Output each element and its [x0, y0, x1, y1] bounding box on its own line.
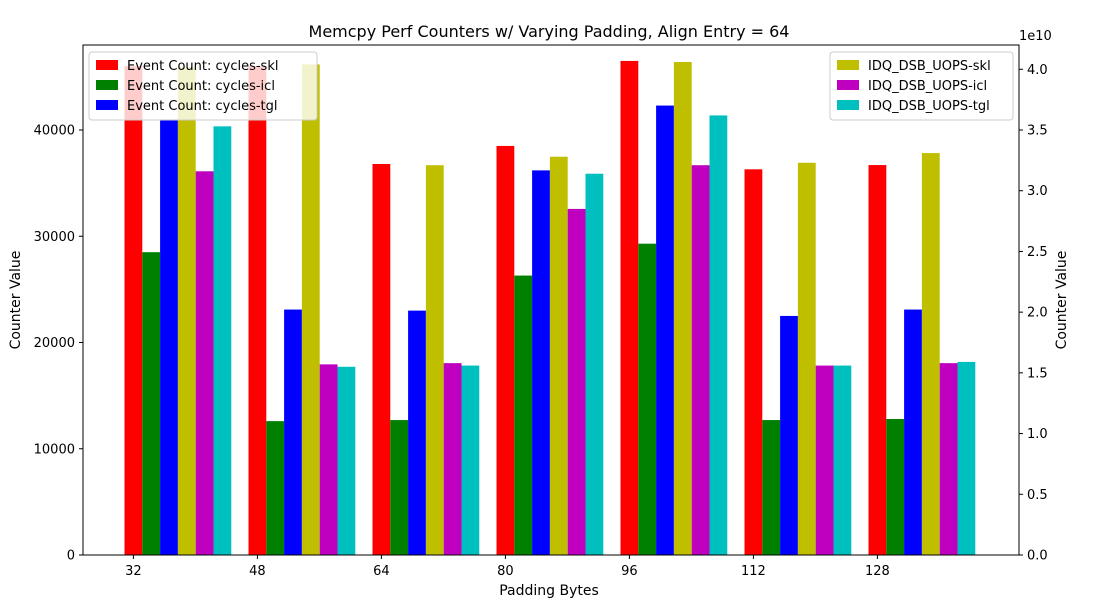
legend-label: Event Count: cycles-tgl — [127, 99, 278, 114]
legend-left: Event Count: cycles-skl Event Count: cycl… — [88, 51, 318, 121]
bar-event-count-cycles-skl-32 — [124, 66, 143, 555]
left-tick-label: 30000 — [34, 230, 75, 245]
bar-idq-dsb-uops-skl-96 — [673, 62, 692, 555]
x-tick-label: 80 — [497, 564, 514, 579]
left-tick-label: 10000 — [34, 442, 75, 457]
bar-event-count-cycles-skl-48 — [248, 66, 267, 555]
bar-event-count-cycles-skl-112 — [744, 169, 763, 555]
bar-event-count-cycles-icl-64 — [390, 420, 409, 555]
bar-event-count-cycles-tgl-112 — [780, 315, 798, 555]
bar-event-count-cycles-tgl-96 — [656, 105, 674, 555]
right-tick-label: 2.0 — [1027, 306, 1048, 321]
bar-idq-dsb-uops-tgl-48 — [337, 366, 356, 555]
bar-event-count-cycles-icl-48 — [266, 421, 285, 555]
y-axis-label-right: Counter Value — [1054, 251, 1070, 350]
bar-idq-dsb-uops-tgl-128 — [957, 361, 976, 555]
right-tick-label: 0.0 — [1027, 549, 1048, 564]
x-tick-label: 48 — [249, 564, 266, 579]
bar-event-count-cycles-skl-96 — [620, 60, 639, 555]
left-tick-label: 20000 — [34, 336, 75, 351]
bar-idq-dsb-uops-tgl-64 — [461, 365, 480, 555]
bar-idq-dsb-uops-icl-128 — [939, 363, 958, 555]
legend-swatch — [96, 100, 118, 110]
right-tick-label: 4.0 — [1027, 63, 1048, 78]
bar-event-count-cycles-icl-32 — [142, 252, 161, 555]
legend-swatch — [837, 60, 859, 70]
x-tick-label: 96 — [621, 564, 638, 579]
bar-idq-dsb-uops-icl-64 — [443, 363, 462, 555]
x-tick-label: 128 — [865, 564, 890, 579]
left-axis-bars — [124, 60, 922, 555]
left-axis: 0 10000 20000 30000 40000 — [34, 124, 83, 564]
x-tick-label: 32 — [125, 564, 142, 579]
y-axis-label-left: Counter Value — [8, 251, 24, 350]
right-tick-label: 3.5 — [1027, 124, 1048, 139]
right-tick-label: 1.5 — [1027, 366, 1048, 381]
bar-idq-dsb-uops-tgl-32 — [213, 126, 232, 555]
bar-idq-dsb-uops-icl-80 — [567, 208, 586, 555]
legend-swatch — [837, 80, 859, 90]
x-axis-label: Padding Bytes — [499, 583, 599, 599]
bar-idq-dsb-uops-skl-48 — [301, 64, 320, 555]
right-tick-label: 0.5 — [1027, 488, 1048, 503]
bar-idq-dsb-uops-tgl-112 — [833, 365, 852, 555]
right-tick-label: 2.5 — [1027, 245, 1048, 260]
bar-event-count-cycles-icl-96 — [638, 243, 657, 555]
right-axis: 0.0 0.5 1.0 1.5 2.0 2.5 3.0 3.5 4.0 — [1019, 63, 1048, 564]
bar-event-count-cycles-icl-80 — [514, 275, 533, 555]
bar-event-count-cycles-tgl-128 — [904, 309, 922, 555]
right-tick-label: 3.0 — [1027, 184, 1048, 199]
legend-swatch — [96, 60, 118, 70]
bar-event-count-cycles-tgl-64 — [408, 310, 426, 555]
legend-label: IDQ_DSB_UOPS-tgl — [868, 99, 990, 114]
bar-idq-dsb-uops-icl-112 — [815, 365, 834, 555]
left-tick-label: 40000 — [34, 124, 75, 139]
x-tick-label: 64 — [373, 564, 390, 579]
legend-swatch — [837, 100, 859, 110]
right-axis-bars — [177, 62, 976, 556]
bar-idq-dsb-uops-skl-80 — [549, 156, 568, 555]
chart-title: Memcpy Perf Counters w/ Varying Padding,… — [309, 22, 790, 41]
x-tick-label: 112 — [741, 564, 766, 579]
bar-event-count-cycles-tgl-32 — [160, 119, 178, 555]
legend-box — [829, 51, 1014, 121]
bar-idq-dsb-uops-icl-48 — [319, 364, 338, 555]
bar-event-count-cycles-skl-64 — [372, 164, 391, 555]
bar-event-count-cycles-icl-128 — [886, 419, 905, 555]
right-tick-label: 1.0 — [1027, 427, 1048, 442]
legend-label: Event Count: cycles-icl — [127, 79, 275, 94]
bar-event-count-cycles-skl-80 — [496, 145, 515, 555]
legend-swatch — [96, 80, 118, 90]
legend-box — [88, 51, 318, 121]
bar-event-count-cycles-tgl-80 — [532, 170, 550, 555]
legend-right: IDQ_DSB_UOPS-skl IDQ_DSB_UOPS-icl IDQ_DSB_… — [829, 51, 1014, 121]
bar-idq-dsb-uops-tgl-80 — [585, 173, 604, 555]
legend-label: Event Count: cycles-skl — [127, 59, 278, 74]
legend-label: IDQ_DSB_UOPS-skl — [868, 59, 991, 74]
right-axis-exponent: 1e10 — [1019, 29, 1052, 44]
left-tick-label: 0 — [67, 549, 75, 564]
bar-event-count-cycles-icl-112 — [762, 420, 781, 555]
bar-idq-dsb-uops-tgl-96 — [709, 115, 728, 555]
x-axis: 32 48 64 80 96 112 128 — [125, 555, 890, 579]
bar-idq-dsb-uops-icl-96 — [691, 165, 710, 555]
legend-label: IDQ_DSB_UOPS-icl — [868, 79, 987, 94]
bar-idq-dsb-uops-skl-64 — [425, 165, 444, 555]
plot-frame — [82, 44, 1020, 556]
bar-event-count-cycles-tgl-48 — [284, 309, 302, 555]
bar-idq-dsb-uops-skl-32 — [177, 66, 196, 555]
bar-idq-dsb-uops-icl-32 — [195, 171, 214, 556]
bar-idq-dsb-uops-skl-128 — [921, 153, 940, 556]
bar-event-count-cycles-skl-128 — [868, 165, 887, 555]
bar-idq-dsb-uops-skl-112 — [797, 162, 816, 556]
